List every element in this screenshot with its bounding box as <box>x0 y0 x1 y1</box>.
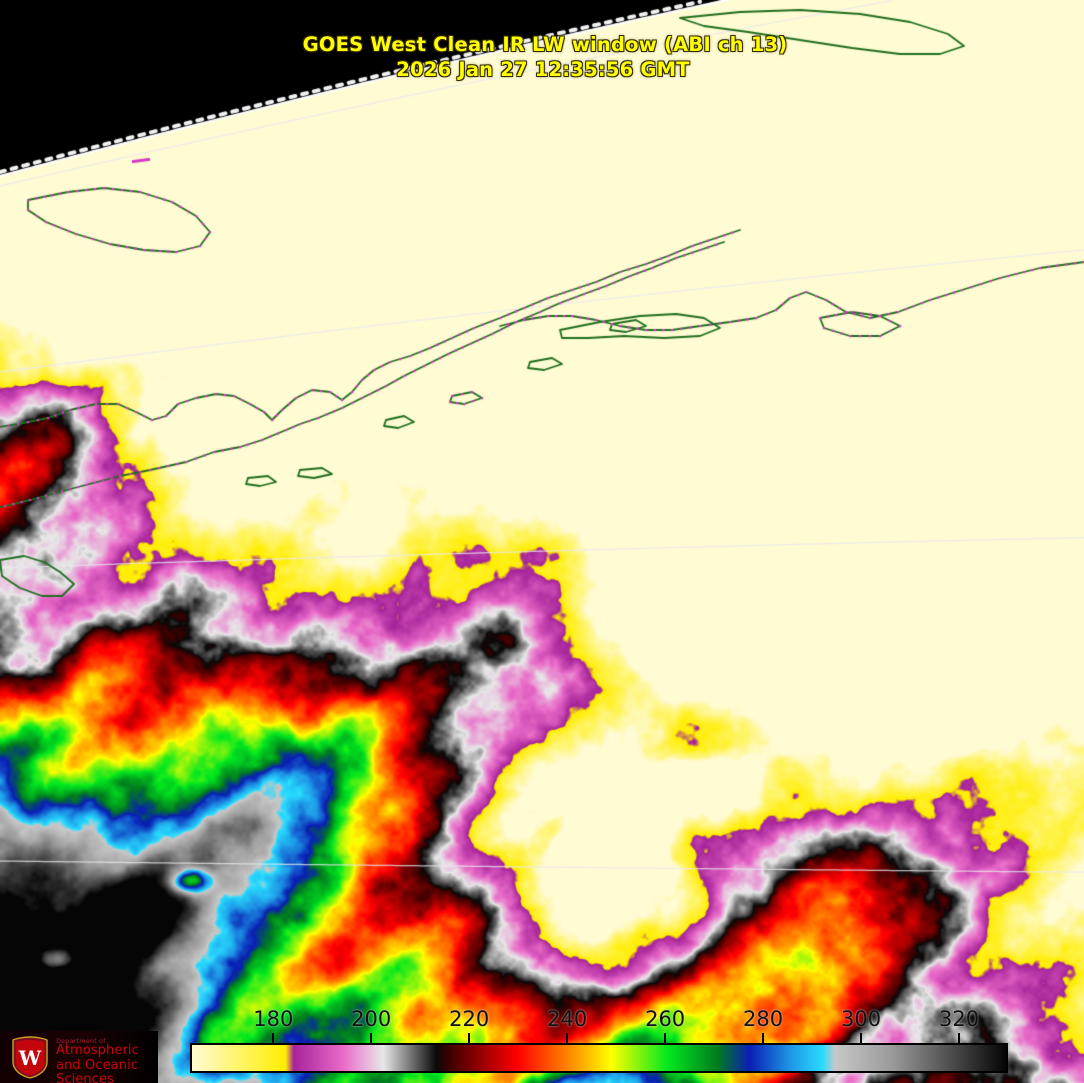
colorbar-region: 180 200 220 240 260 280 300 320 <box>0 1005 1084 1083</box>
colorbar-tick-label: 240 <box>547 1007 588 1031</box>
institution-logo: W Department of Atmospheric and Oceanic … <box>0 1031 158 1083</box>
colorbar-tick-mark <box>272 1033 275 1044</box>
colorbar-tick-mark <box>370 1033 373 1044</box>
colorbar-tick-label: 260 <box>645 1007 686 1031</box>
colorbar-gradient <box>192 1045 1006 1071</box>
logo-line-1: Atmospheric <box>56 1043 139 1058</box>
colorbar-tick-mark <box>468 1033 471 1044</box>
colorbar-tick-label: 220 <box>449 1007 490 1031</box>
colorbar-tick-mark <box>664 1033 667 1044</box>
colorbar-tick-label: 280 <box>743 1007 784 1031</box>
colorbar-tick-label: 200 <box>351 1007 392 1031</box>
colorbar <box>190 1043 1008 1073</box>
colorbar-tick-mark <box>860 1033 863 1044</box>
logo-department-label: Department of <box>56 1037 106 1045</box>
colorbar-tick-marks <box>0 1033 1084 1044</box>
colorbar-tick-mark <box>958 1033 961 1044</box>
logo-line-2: and Oceanic Sciences <box>56 1058 139 1083</box>
colorbar-tick-mark <box>762 1033 765 1044</box>
colorbar-tick-label: 300 <box>841 1007 882 1031</box>
colorbar-tick-mark <box>566 1033 569 1044</box>
uw-crest-icon: W <box>12 1036 48 1079</box>
colorbar-tick-label: 180 <box>253 1007 294 1031</box>
svg-text:W: W <box>18 1046 42 1070</box>
colorbar-tick-label: 320 <box>938 1007 980 1031</box>
colorbar-tick-labels: 180 200 220 240 260 280 300 320 <box>0 1007 1084 1035</box>
